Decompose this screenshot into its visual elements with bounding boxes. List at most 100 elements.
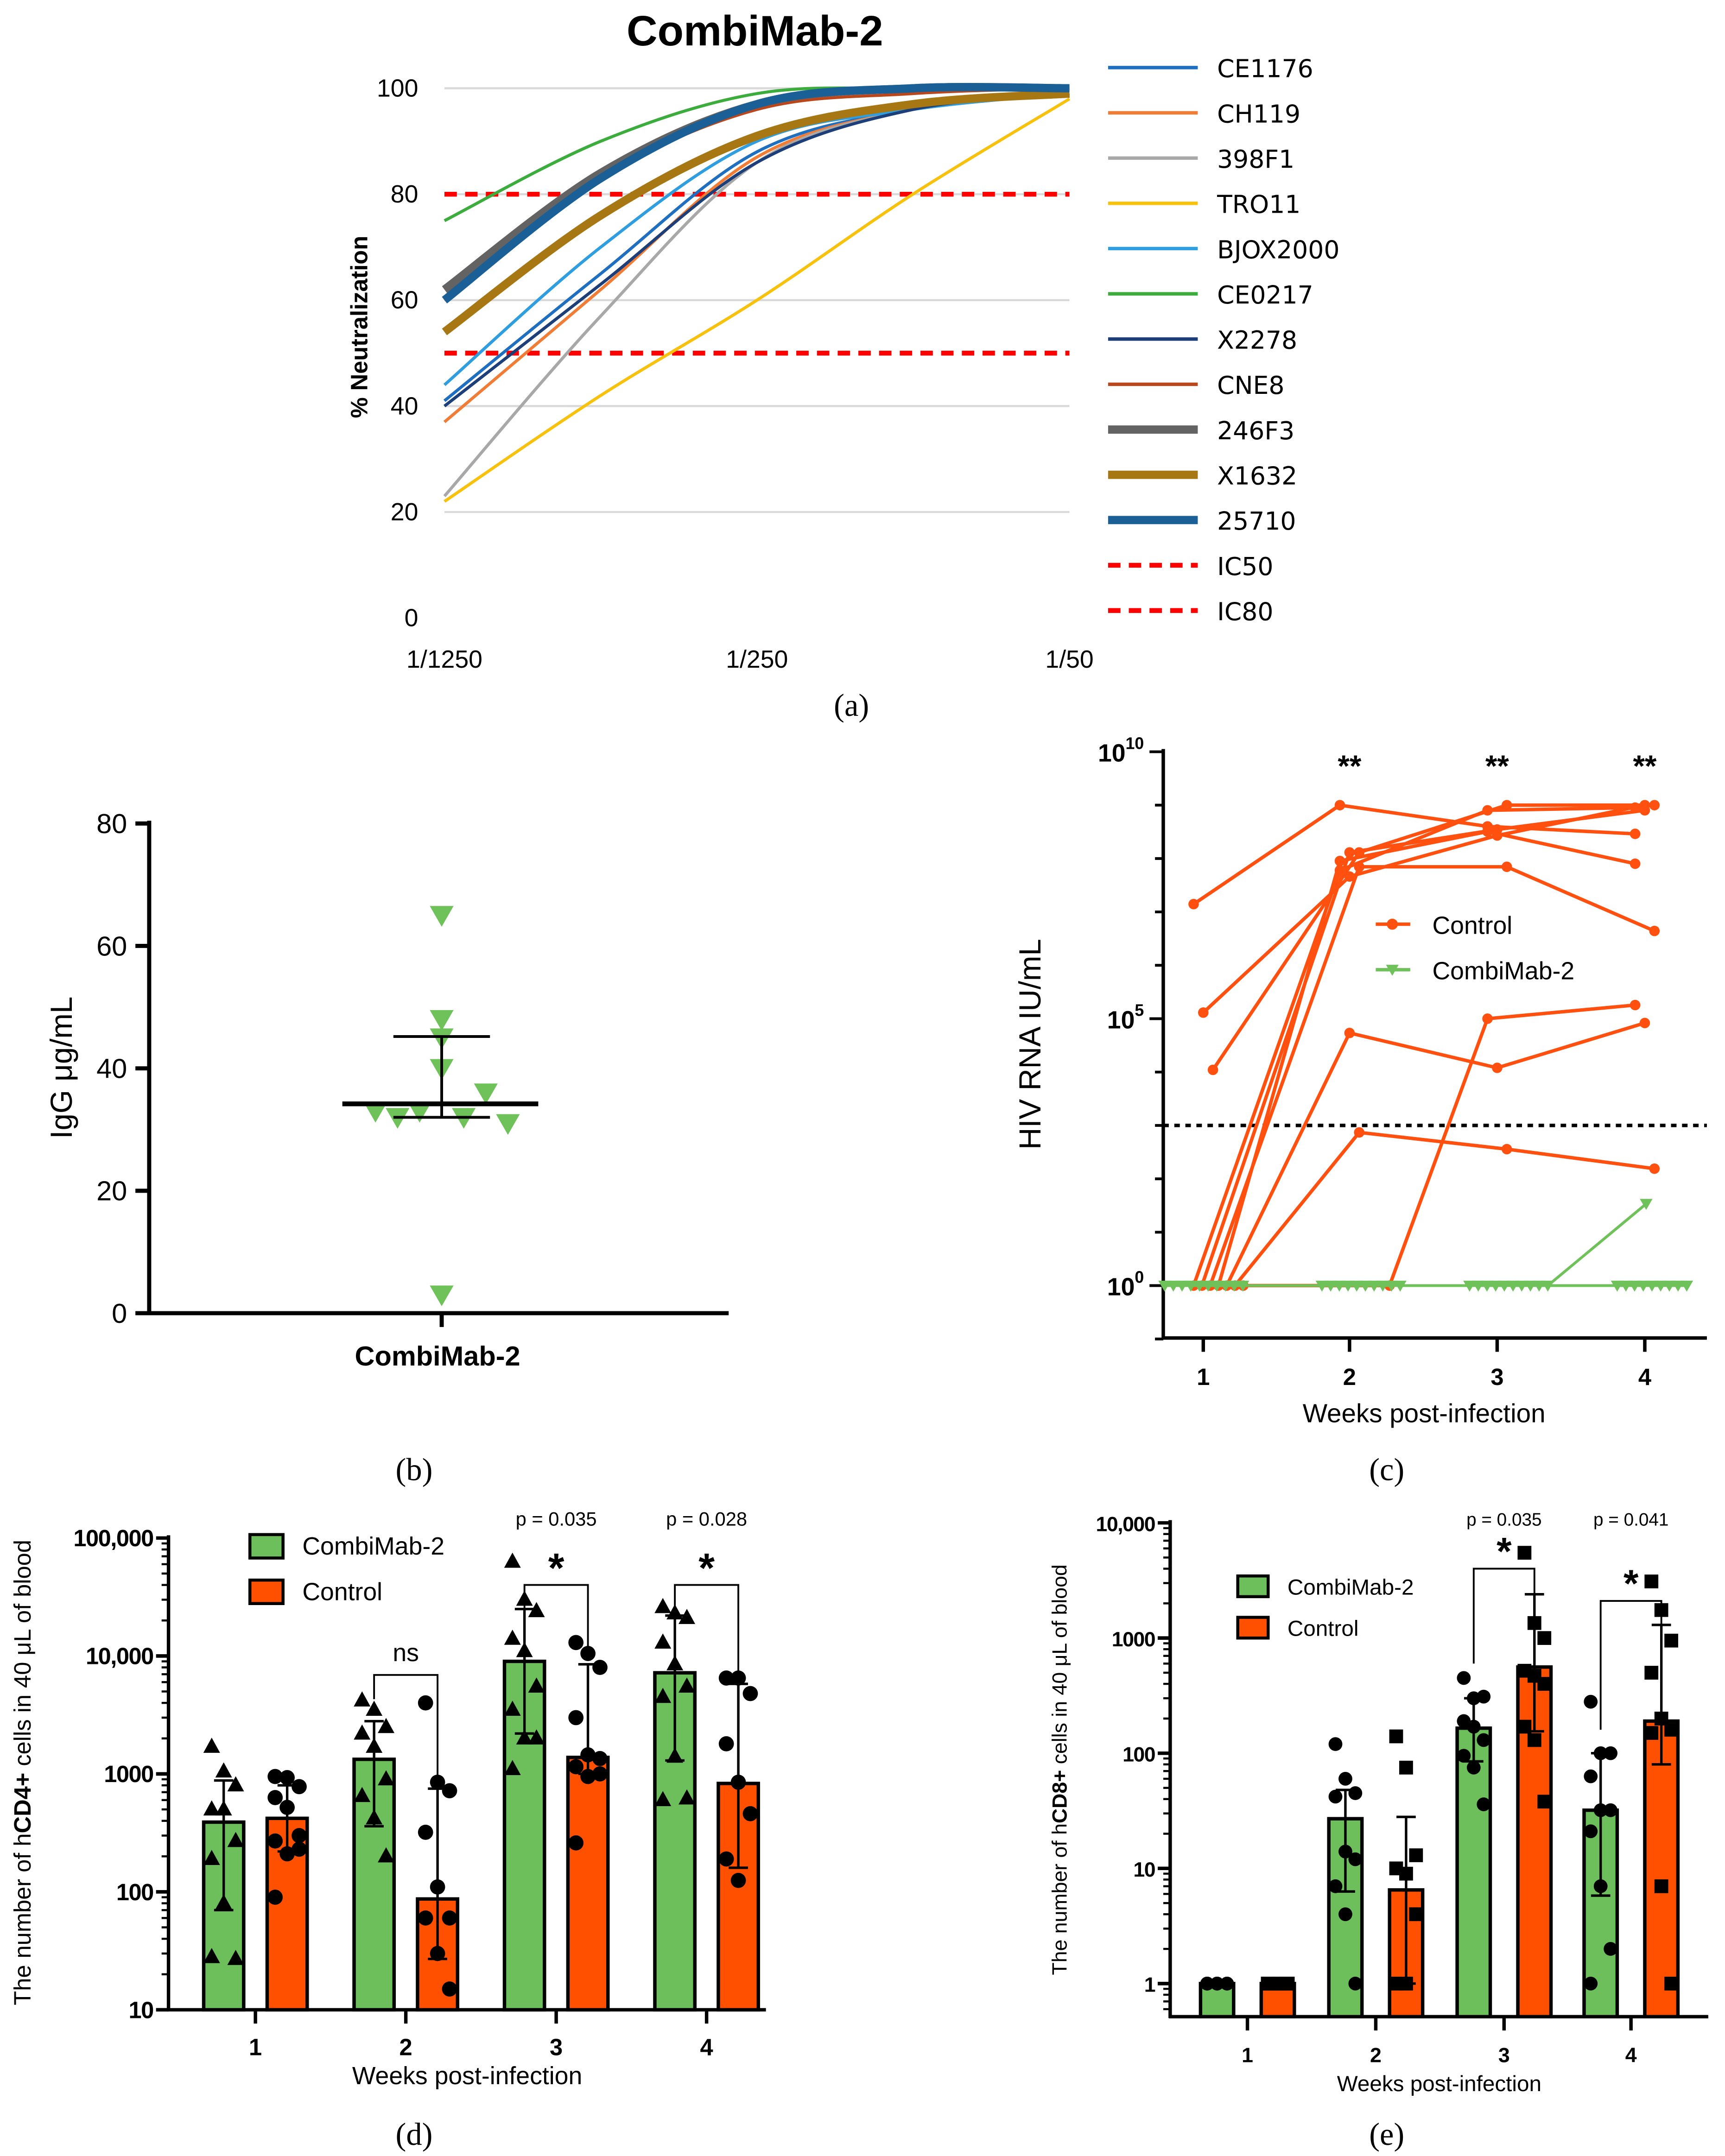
y-tick-label: 100,000 <box>73 1525 153 1551</box>
combimab-data-point <box>654 1791 672 1806</box>
x-tick-label: 1/250 <box>726 645 788 673</box>
x-tick-label: 4 <box>700 2034 713 2061</box>
control-data-point <box>1482 1013 1493 1024</box>
combimab-data-point <box>1328 1737 1343 1751</box>
data-point <box>430 1010 454 1031</box>
combimab-data-point <box>203 1800 220 1816</box>
tick-base: 10 <box>1098 739 1126 767</box>
combimab-data-point <box>1158 1280 1171 1292</box>
combimab-data-point <box>1328 1789 1343 1804</box>
combimab-data-point <box>378 1770 395 1786</box>
control-subject-line <box>1233 1131 1655 1287</box>
control-data-point <box>1344 871 1355 882</box>
control-data-point <box>568 1635 584 1650</box>
combimab-data-point <box>504 1701 521 1716</box>
legend-label: CH119 <box>1217 99 1300 128</box>
control-subject-line <box>1192 803 1636 906</box>
significance-annotation: ** <box>1338 749 1361 783</box>
significance-label: * <box>698 1545 715 1591</box>
control-subject-line <box>1217 829 1636 1286</box>
y-axis-label: % Neutralization <box>346 236 372 418</box>
control-data-point <box>418 1695 433 1711</box>
control-data-point <box>1482 805 1493 816</box>
y-tick-label: 60 <box>391 286 419 314</box>
combimab-data-point <box>1167 1280 1180 1292</box>
legend-label: CombiMab-2 <box>302 1532 444 1560</box>
y-tick-label: 10,000 <box>86 1643 153 1669</box>
control-data-point <box>568 1710 584 1726</box>
control-data-point <box>1207 1064 1218 1075</box>
control-data-point <box>442 1783 457 1799</box>
x-tick-label: 1 <box>249 2034 262 2061</box>
y-tick-label: 100 <box>116 1879 153 1905</box>
control-data-point <box>718 1851 734 1867</box>
control-data-point <box>292 1828 307 1843</box>
combimab-data-point <box>203 1738 220 1753</box>
legend-label: IC50 <box>1217 552 1273 581</box>
x-axis-label: Weeks post-infection <box>1337 2072 1541 2096</box>
combimab-data-point <box>1457 1749 1471 1763</box>
combimab-data-point <box>1584 1824 1598 1839</box>
tick-exponent: 0 <box>1135 1268 1144 1287</box>
y-axis-label: The number of hCD8+ cells in 40 μL of bl… <box>1049 1564 1072 1975</box>
y-tick-label: 20 <box>391 498 419 526</box>
control-data-point <box>1409 1907 1423 1922</box>
control-data-point <box>1501 800 1512 810</box>
data-point <box>430 1285 454 1307</box>
y-tick-label: 100 <box>377 74 418 102</box>
significance-bracket <box>674 1584 740 1684</box>
legend: CE1176 CH119 398F1 TRO11 BJOX2000 CE0217 X2278… <box>1108 54 1339 626</box>
control-data-point <box>718 1670 734 1686</box>
x-tick-label: 2 <box>400 2034 412 2061</box>
data-point <box>430 906 454 927</box>
control-data-point <box>292 1779 307 1795</box>
control-data-point <box>1344 1028 1355 1038</box>
control-data-point <box>1501 861 1512 873</box>
combimab-data-point <box>1541 1280 1554 1292</box>
y-tick-label: 60 <box>96 930 127 961</box>
legend-label: X2278 <box>1217 326 1297 355</box>
control-data-point <box>592 1660 608 1675</box>
combimab-data-point <box>1348 1976 1363 1991</box>
control-data-point <box>1649 1163 1660 1174</box>
y-tick-label: 0 <box>112 1298 127 1329</box>
control-data-point <box>1399 1760 1413 1775</box>
y-tick-label: 1000 <box>104 1761 153 1787</box>
combimab-data-point <box>1328 1879 1343 1893</box>
y-axis-label: IgG μg/mL <box>44 997 78 1139</box>
combimab-data-point <box>354 1691 371 1707</box>
control-data-point <box>1644 1574 1659 1588</box>
y-tick-label: 0 <box>405 604 419 632</box>
control-data-point <box>568 1835 584 1851</box>
control-data-point <box>267 1769 283 1784</box>
control-subject-line <box>1211 803 1655 1071</box>
control-data-point <box>1649 925 1660 936</box>
p-value-label: p = 0.041 <box>1593 1510 1668 1530</box>
series-line-25710 <box>442 83 1070 303</box>
y-tick-label: 10 <box>1133 1859 1155 1881</box>
legend-label: 25710 <box>1217 506 1296 536</box>
combimab-data-point <box>528 1602 545 1618</box>
legend-label: CombiMab-2 <box>1432 957 1574 985</box>
combimab-data-point <box>227 1776 244 1792</box>
legend-swatch <box>248 1533 285 1560</box>
combimab-data-point <box>1338 1907 1352 1922</box>
control-data-point <box>742 1806 758 1821</box>
combimab-data-point <box>504 1630 521 1645</box>
control-data-point <box>1537 1677 1552 1691</box>
combimab-data-point <box>1477 1733 1491 1747</box>
significance-label: * <box>1497 1530 1512 1573</box>
combimab-data-point <box>679 1677 696 1693</box>
y-tick-label: 1 <box>1144 1974 1155 1997</box>
combimab-data-point <box>1640 1199 1653 1210</box>
significance-label: * <box>1624 1562 1639 1605</box>
data-point <box>363 1102 387 1123</box>
y-tick-label: 40 <box>96 1053 127 1084</box>
legend-marker <box>1387 918 1398 930</box>
combimab-data-point <box>1604 1746 1617 1760</box>
x-tick-label: 4 <box>1638 1364 1651 1390</box>
control-data-point <box>1334 800 1345 810</box>
control-data-point <box>267 1890 283 1905</box>
